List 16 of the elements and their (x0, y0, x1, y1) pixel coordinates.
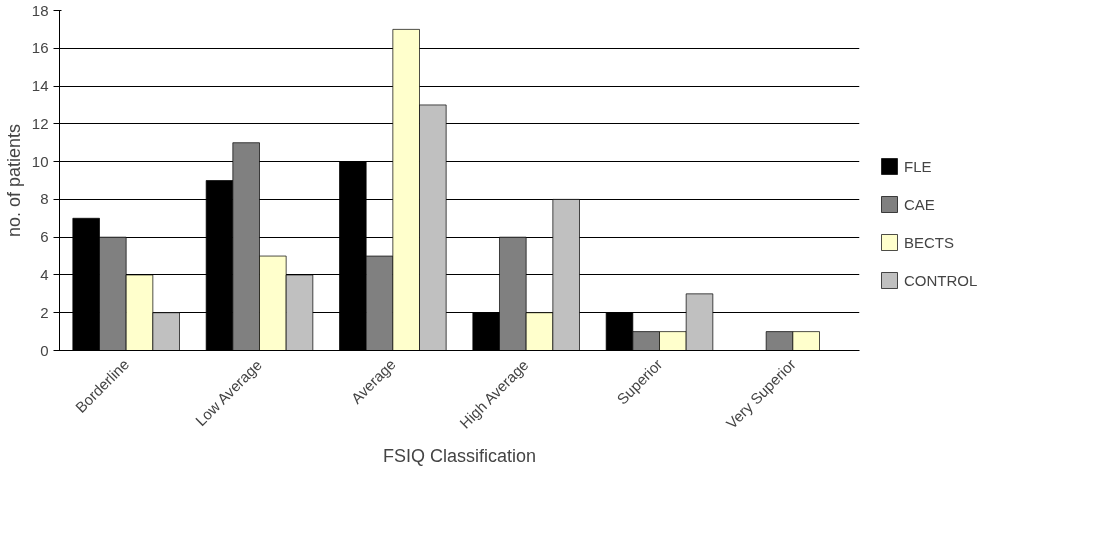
y-tick-label: 14 (31, 77, 49, 95)
y-tick-label: 18 (31, 1, 49, 19)
y-tick-label: 4 (40, 265, 49, 283)
y-tick-label: 2 (40, 303, 49, 321)
legend-label: FLE (904, 157, 932, 175)
x-axis-title: FSIQ Classification (382, 445, 537, 466)
legend-label: CAE (904, 195, 935, 213)
y-tick-label: 6 (40, 228, 49, 246)
y-tick-label: 12 (31, 114, 49, 132)
legend-label: CONTROL (904, 271, 978, 289)
legend-label: BECTS (904, 233, 955, 251)
y-tick-label: 16 (31, 39, 49, 57)
y-tick-label: 10 (31, 152, 49, 170)
y-axis-title: no. of patients (3, 123, 24, 238)
y-tick-label: 0 (40, 341, 49, 359)
y-tick-label: 8 (40, 190, 49, 208)
